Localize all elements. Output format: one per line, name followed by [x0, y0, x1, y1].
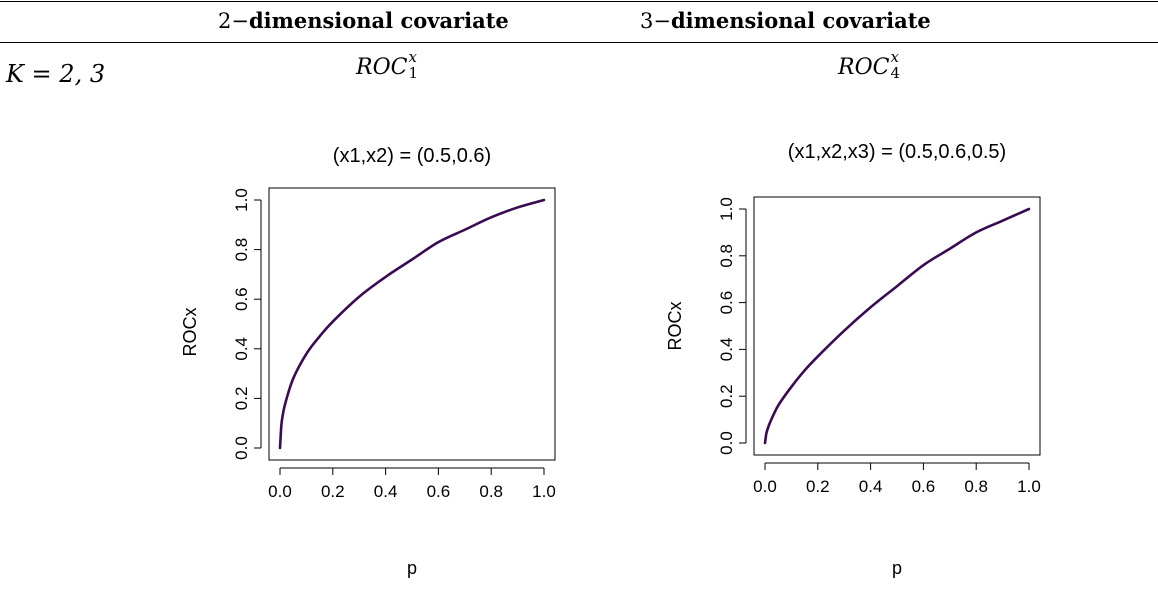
row-label-k: K = 2, 3 [6, 60, 106, 88]
panel-label-roc4-sup: x [890, 48, 899, 66]
x-axis-label: p [407, 558, 417, 578]
plot-frame [753, 196, 1041, 456]
column-header-2d: 2−dimensional covariate [218, 8, 509, 33]
chart-panel-2: 0.0 0.2 0.4 0.6 0.8 1.0 0.0 0.2 0.4 0.6 0.8 1.0 p ROC… [665, 141, 1041, 578]
x-tick-label: 0.8 [964, 477, 988, 496]
panel-label-roc4-sub: 4 [890, 64, 900, 82]
y-tick-label: 0.8 [232, 238, 251, 262]
x-tick-label: 0.6 [427, 482, 451, 501]
roc-curve-line [278, 198, 546, 450]
x-tick-label: 0.4 [859, 477, 883, 496]
y-tick-label: 0.6 [717, 291, 736, 315]
y-tick-label: 0.0 [717, 431, 736, 455]
chart-title: (x1,x2,x3) = (0.5,0.6,0.5) [788, 141, 1006, 163]
y-tick-label: 0.2 [232, 387, 251, 411]
x-tick-label: 0.2 [321, 482, 345, 501]
y-axis-label: ROCx [180, 308, 200, 357]
roc-curve-line [763, 207, 1031, 445]
x-tick-label: 0.4 [374, 482, 398, 501]
x-tick-label: 0.6 [912, 477, 936, 496]
column-header-3d-prefix: 3− [640, 9, 671, 33]
x-tick-label: 1.0 [1017, 477, 1041, 496]
panel-label-roc1-base: ROC [356, 55, 408, 80]
x-tick-label: 0.8 [479, 482, 503, 501]
column-header-2d-text: dimensional covariate [248, 8, 509, 33]
column-header-2d-prefix: 2− [218, 9, 249, 33]
y-tick-label: 0.8 [717, 244, 736, 268]
panel-label-roc4: ROC x 4 [838, 48, 901, 82]
column-header-3d-text: dimensional covariate [670, 8, 931, 33]
y-tick-label: 0.0 [232, 436, 251, 460]
panel-label-roc1-sub: 1 [408, 64, 418, 82]
plot-frame [268, 187, 556, 461]
y-axis-label: ROCx [665, 302, 685, 351]
x-tick-label: 0.0 [268, 482, 292, 501]
y-tick-label: 0.4 [717, 338, 736, 362]
column-header-3d: 3−dimensional covariate [640, 8, 931, 33]
chart-title: (x1,x2) = (0.5,0.6) [333, 145, 491, 167]
y-tick-label: 0.2 [717, 384, 736, 408]
x-axis-label: p [892, 558, 902, 578]
header-rule [0, 42, 1158, 43]
y-tick-label: 0.6 [232, 287, 251, 311]
top-rule [0, 1, 1158, 2]
y-tick-label: 0.4 [232, 337, 251, 361]
panel-label-roc1-sup: x [408, 48, 417, 66]
panel-label-roc1: ROC x 1 [356, 48, 419, 82]
y-tick-label: 1.0 [717, 197, 736, 221]
panel-label-roc4-base: ROC [838, 55, 890, 80]
x-tick-label: 1.0 [532, 482, 556, 501]
x-tick-label: 0.2 [806, 477, 830, 496]
x-tick-label: 0.0 [753, 477, 777, 496]
chart-panel-1: 0.0 0.2 0.4 0.6 0.8 1.0 0.0 0.2 0.4 0.6 0.8 1.0 p ROC… [180, 145, 556, 578]
y-tick-label: 1.0 [232, 188, 251, 212]
